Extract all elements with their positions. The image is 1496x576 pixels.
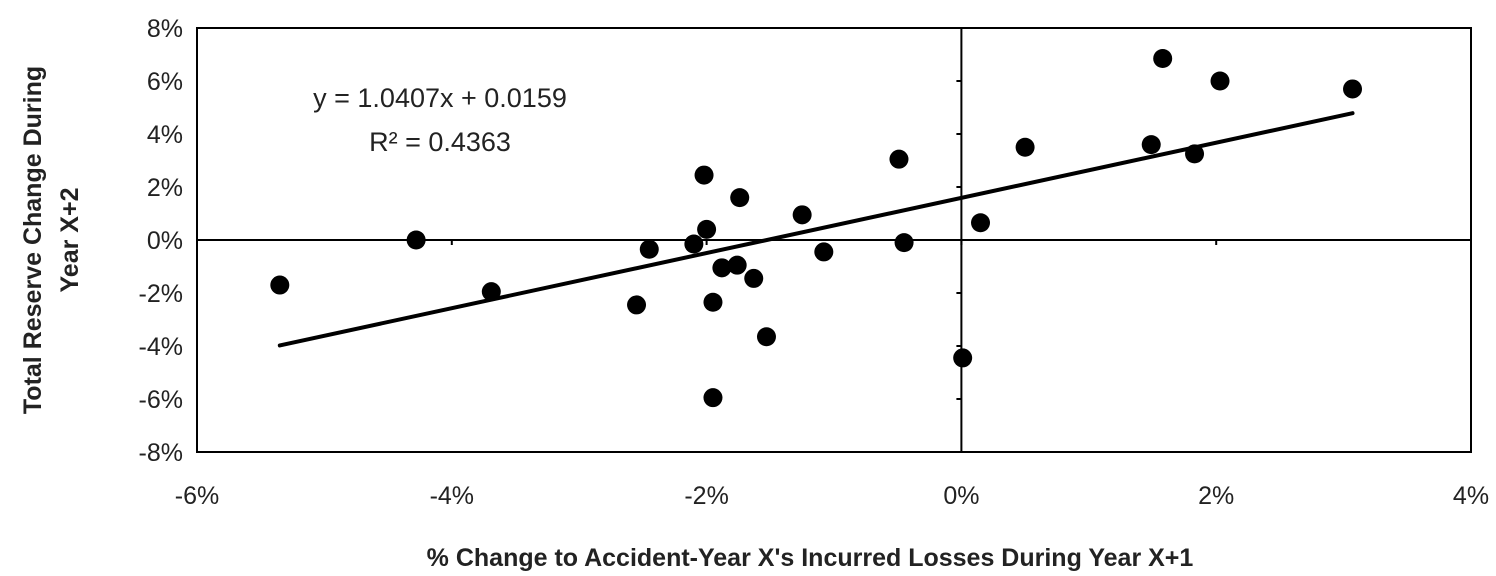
data-point	[953, 348, 973, 368]
data-point	[712, 258, 732, 278]
data-point	[894, 233, 914, 253]
data-point	[730, 188, 750, 208]
data-point	[697, 219, 717, 239]
data-point	[481, 282, 501, 302]
y-tick-label: -6%	[139, 386, 183, 414]
x-tick-label: 4%	[1453, 482, 1489, 510]
y-tick-label: 8%	[147, 15, 183, 43]
y-tick-label: -8%	[139, 439, 183, 467]
y-tick-label: -4%	[139, 333, 183, 361]
data-point	[1210, 71, 1230, 91]
data-point	[1015, 137, 1035, 157]
data-point	[694, 165, 714, 185]
data-point	[971, 213, 991, 233]
r-squared-annotation: R² = 0.4363	[369, 127, 511, 157]
y-tick-label: 0%	[147, 227, 183, 255]
x-tick-label: -6%	[175, 482, 219, 510]
data-point	[406, 230, 426, 250]
data-point	[639, 239, 659, 259]
y-axis-title-line-1: Total Reserve Change During	[19, 66, 47, 414]
data-point	[792, 205, 812, 225]
y-tick-label: -2%	[139, 280, 183, 308]
x-tick-label: 0%	[943, 482, 979, 510]
y-axis-title-line-2: Year X+2	[56, 188, 84, 293]
data-point	[889, 149, 909, 169]
trendline	[277, 111, 1355, 348]
data-point	[703, 292, 723, 312]
y-tick-label: 4%	[147, 121, 183, 149]
x-tick-label: -2%	[684, 482, 728, 510]
trendline-group	[277, 111, 1355, 348]
data-point	[814, 242, 834, 262]
x-tick-label: -4%	[430, 482, 474, 510]
x-axis-title: % Change to Accident-Year X's Incurred L…	[427, 544, 1194, 572]
data-point	[270, 275, 290, 295]
equation-annotation: y = 1.0407x + 0.0159	[313, 83, 567, 113]
data-point	[756, 327, 776, 347]
data-point	[703, 388, 723, 408]
data-point	[684, 234, 704, 254]
data-points	[270, 48, 1363, 408]
tick-labels: 8% 6% 4% 2% 0% -2% -4% -6% -8% -6% -4% -2% 0% 2% 4%	[139, 15, 1490, 510]
x-tick-label: 2%	[1198, 482, 1234, 510]
data-point	[627, 295, 647, 315]
y-tick-label: 6%	[147, 68, 183, 96]
data-point	[744, 268, 764, 288]
data-point	[1185, 144, 1205, 164]
y-tick-label: 2%	[147, 174, 183, 202]
data-point	[1141, 135, 1161, 155]
data-point	[1343, 79, 1363, 99]
data-point	[727, 255, 747, 275]
data-point	[1153, 48, 1173, 68]
